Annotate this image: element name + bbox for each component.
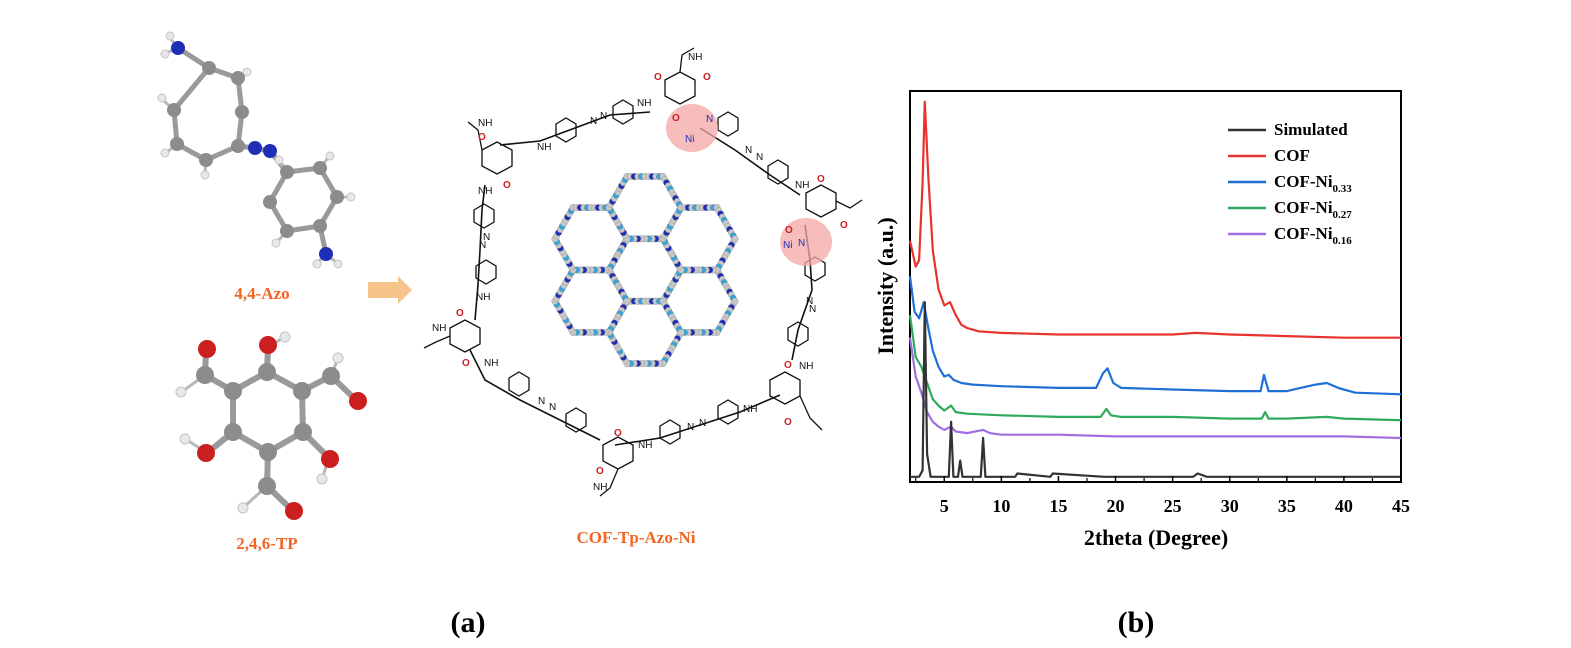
series-line-cof-ni0-16 xyxy=(908,337,1402,440)
svg-text:N: N xyxy=(806,296,813,307)
legend-label: COF-Ni0.16 xyxy=(1274,224,1352,247)
x-tick-label: 15 xyxy=(1049,496,1067,516)
svg-text:O: O xyxy=(614,428,622,439)
x-axis-title: 2theta (Degree) xyxy=(1084,525,1228,550)
x-tick-label: 35 xyxy=(1278,496,1296,516)
svg-text:O: O xyxy=(703,72,711,83)
ni-coordination-highlights xyxy=(666,104,832,266)
series-line-cof xyxy=(908,100,1401,339)
svg-text:O: O xyxy=(785,225,793,236)
azo-label: 4,4-Azo xyxy=(234,284,289,303)
svg-text:N: N xyxy=(745,145,752,156)
svg-text:N: N xyxy=(809,304,816,315)
x-tick-label: 45 xyxy=(1392,496,1410,516)
svg-text:O: O xyxy=(784,360,792,371)
svg-text:NH: NH xyxy=(637,98,651,109)
svg-text:N: N xyxy=(706,114,713,125)
svg-text:N: N xyxy=(699,418,706,429)
y-axis-title: Intensity (a.u.) xyxy=(873,217,898,355)
plot-frame xyxy=(909,90,1402,483)
x-tick-label: 5 xyxy=(940,496,949,516)
series-lines xyxy=(908,100,1402,478)
panel-b-label: (b) xyxy=(1118,606,1155,639)
svg-text:O: O xyxy=(817,174,825,185)
x-tick-label: 30 xyxy=(1221,496,1239,516)
cof-framework-schematic xyxy=(423,47,863,497)
tp-molecule-model xyxy=(175,331,367,520)
svg-text:NH: NH xyxy=(484,358,498,369)
svg-text:NH: NH xyxy=(799,361,813,372)
svg-text:N: N xyxy=(549,402,556,413)
legend: Simulated COF COF-Ni0.33 COF-Ni0.27 COF-Ni0.… xyxy=(1228,120,1352,247)
svg-text:Ni: Ni xyxy=(783,240,792,251)
honeycomb-pore-model xyxy=(551,173,739,367)
svg-text:O: O xyxy=(784,417,792,428)
series-line-cof-ni0-33 xyxy=(908,276,1402,396)
svg-text:N: N xyxy=(538,396,545,407)
svg-text:N: N xyxy=(600,111,607,122)
svg-text:N: N xyxy=(483,232,490,243)
legend-label: Simulated xyxy=(1274,120,1348,139)
legend-label: COF-Ni0.33 xyxy=(1274,172,1352,195)
benzene-rings xyxy=(473,99,826,445)
x-ticks: 5 10 15 20 25 30 35 40 45 xyxy=(915,476,1410,516)
x-tick-label: 20 xyxy=(1107,496,1125,516)
svg-text:O: O xyxy=(840,220,848,231)
svg-text:N: N xyxy=(479,240,486,251)
svg-text:NH: NH xyxy=(743,404,757,415)
svg-text:O: O xyxy=(596,466,604,477)
x-tick-label: 40 xyxy=(1335,496,1353,516)
svg-text:NH: NH xyxy=(478,118,492,129)
triketone-cores xyxy=(449,71,837,470)
svg-text:NH: NH xyxy=(476,292,490,303)
svg-text:Ni: Ni xyxy=(685,134,694,145)
svg-text:N: N xyxy=(590,116,597,127)
x-tick-label: 25 xyxy=(1164,496,1182,516)
azo-molecule-model xyxy=(157,31,356,269)
svg-text:N: N xyxy=(798,238,805,249)
legend-label: COF-Ni0.27 xyxy=(1274,198,1352,221)
svg-text:NH: NH xyxy=(593,482,607,493)
svg-text:O: O xyxy=(478,132,486,143)
svg-text:N: N xyxy=(756,152,763,163)
svg-text:NH: NH xyxy=(537,142,551,153)
svg-text:O: O xyxy=(503,180,511,191)
series-line-cof-ni0-27 xyxy=(908,314,1402,422)
methylamine-ends xyxy=(423,47,863,497)
svg-text:O: O xyxy=(462,358,470,369)
svg-text:O: O xyxy=(672,113,680,124)
svg-text:NH: NH xyxy=(478,186,492,197)
xrd-chart: 5 10 15 20 25 30 35 40 45 2theta (Degree) Intens… xyxy=(873,90,1410,639)
svg-text:NH: NH xyxy=(638,440,652,451)
panel-a-label: (a) xyxy=(451,606,486,639)
svg-text:NH: NH xyxy=(795,180,809,191)
svg-text:NH: NH xyxy=(432,323,446,334)
x-tick-label: 10 xyxy=(992,496,1010,516)
reaction-arrow xyxy=(368,276,412,304)
cof-label: COF-Tp-Azo-Ni xyxy=(577,528,696,547)
legend-label: COF xyxy=(1274,146,1310,165)
series-line-simulated xyxy=(910,301,1401,478)
svg-text:O: O xyxy=(654,72,662,83)
tp-label: 2,4,6-TP xyxy=(236,534,297,553)
svg-text:N: N xyxy=(687,422,694,433)
svg-text:NH: NH xyxy=(688,52,702,63)
svg-text:O: O xyxy=(456,308,464,319)
panel-a: 4,4-Azo xyxy=(157,31,863,639)
